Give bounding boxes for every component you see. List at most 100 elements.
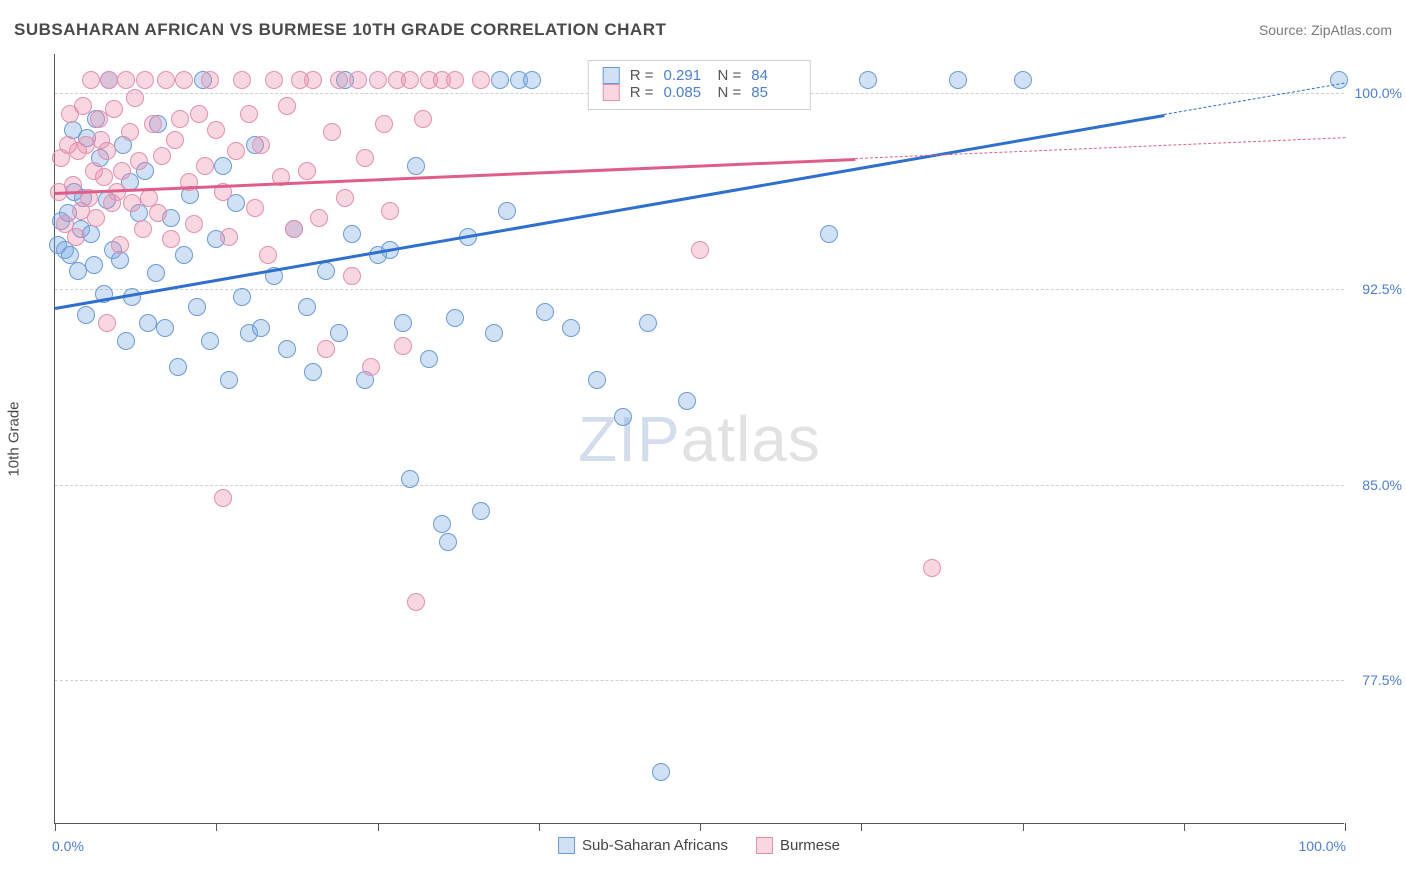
scatter-point (323, 123, 341, 141)
stats-swatch-icon (603, 84, 620, 101)
legend-item-subsaharan: Sub-Saharan Africans (558, 837, 728, 854)
scatter-point (330, 324, 348, 342)
yaxis-title: 10th Grade (6, 401, 23, 476)
scatter-point (153, 147, 171, 165)
scatter-point (123, 194, 141, 212)
scatter-point (304, 363, 322, 381)
scatter-point (317, 340, 335, 358)
xtick (378, 823, 379, 831)
scatter-point (562, 319, 580, 337)
scatter-point (433, 515, 451, 533)
chart-area: 10th Grade ZIPatlas 100.0%92.5%85.0%77.5… (54, 54, 1344, 824)
scatter-point (491, 71, 509, 89)
ytick-label: 85.0% (1350, 477, 1402, 493)
scatter-point (166, 131, 184, 149)
scatter-point (171, 110, 189, 128)
stats-r-label: R = (630, 67, 654, 84)
scatter-point (298, 298, 316, 316)
scatter-point (100, 71, 118, 89)
scatter-point (188, 298, 206, 316)
scatter-point (356, 149, 374, 167)
scatter-point (156, 319, 174, 337)
scatter-point (678, 392, 696, 410)
scatter-point (162, 230, 180, 248)
scatter-point (369, 71, 387, 89)
scatter-point (304, 71, 322, 89)
scatter-point (130, 152, 148, 170)
stats-n-value: 84 (751, 67, 795, 84)
scatter-point (330, 71, 348, 89)
scatter-point (536, 303, 554, 321)
xtick (700, 823, 701, 831)
scatter-point (214, 157, 232, 175)
scatter-point (67, 228, 85, 246)
scatter-point (446, 309, 464, 327)
xtick (216, 823, 217, 831)
scatter-point (117, 71, 135, 89)
scatter-point (82, 225, 100, 243)
scatter-point (317, 262, 335, 280)
scatter-point (240, 105, 258, 123)
scatter-point (175, 246, 193, 264)
scatter-point (349, 71, 367, 89)
scatter-point (439, 533, 457, 551)
scatter-point (126, 89, 144, 107)
scatter-point (820, 225, 838, 243)
xtick (55, 823, 56, 831)
scatter-point (117, 332, 135, 350)
chart-title: SUBSAHARAN AFRICAN VS BURMESE 10TH GRADE… (14, 20, 666, 40)
scatter-point (259, 246, 277, 264)
scatter-point (111, 236, 129, 254)
scatter-point (362, 358, 380, 376)
scatter-point (343, 267, 361, 285)
scatter-point (175, 71, 193, 89)
scatter-point (394, 314, 412, 332)
scatter-point (157, 71, 175, 89)
scatter-point (111, 251, 129, 269)
scatter-point (246, 199, 264, 217)
scatter-point (285, 220, 303, 238)
scatter-point (407, 157, 425, 175)
scatter-point (343, 225, 361, 243)
xtick (1345, 823, 1346, 831)
stats-n-value: 85 (751, 84, 795, 101)
stats-swatch-icon (603, 67, 620, 84)
legend-item-burmese: Burmese (756, 837, 840, 854)
legend-swatch-icon (756, 837, 773, 854)
xtick (1184, 823, 1185, 831)
scatter-point (923, 559, 941, 577)
ytick-label: 100.0% (1350, 85, 1402, 101)
trendline (55, 114, 1165, 310)
scatter-point (95, 168, 113, 186)
ytick-label: 77.5% (1350, 672, 1402, 688)
scatter-point (252, 319, 270, 337)
xaxis-max-label: 100.0% (1299, 838, 1346, 854)
scatter-point (134, 220, 152, 238)
scatter-point (121, 123, 139, 141)
stats-n-label: N = (718, 84, 742, 101)
scatter-point (233, 288, 251, 306)
scatter-point (201, 71, 219, 89)
scatter-point (82, 71, 100, 89)
gridline (55, 680, 1344, 681)
scatter-point (375, 115, 393, 133)
scatter-point (149, 204, 167, 222)
scatter-point (252, 136, 270, 154)
scatter-point (201, 332, 219, 350)
stats-r-label: R = (630, 84, 654, 101)
legend-swatch-icon (558, 837, 575, 854)
chart-source: Source: ZipAtlas.com (1259, 22, 1392, 38)
scatter-point (220, 371, 238, 389)
scatter-point (233, 71, 251, 89)
scatter-point (136, 71, 154, 89)
scatter-point (207, 121, 225, 139)
scatter-point (588, 371, 606, 389)
scatter-point (652, 763, 670, 781)
trendline-extrapolated (1164, 83, 1345, 115)
gridline (55, 485, 1344, 486)
legend-label: Burmese (780, 837, 840, 854)
legend-label: Sub-Saharan Africans (582, 837, 728, 854)
stats-r-value: 0.291 (664, 67, 708, 84)
scatter-point (401, 470, 419, 488)
scatter-point (77, 306, 95, 324)
